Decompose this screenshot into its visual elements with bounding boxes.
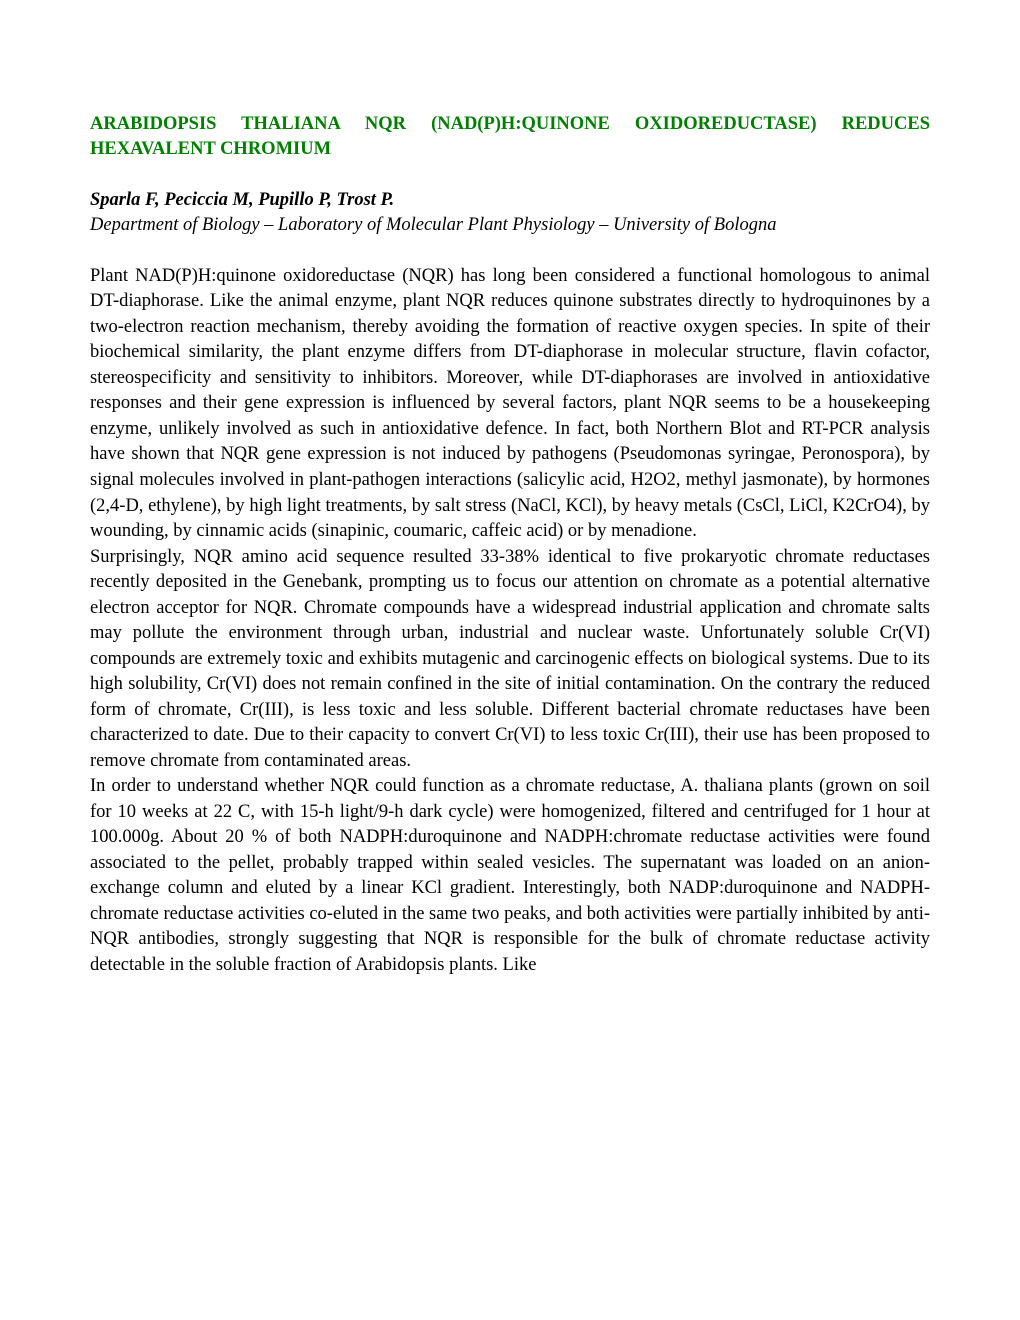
abstract-paragraph-1: Plant NAD(P)H:quinone oxidoreductase (NQ… [90,264,930,545]
paper-title: ARABIDOPSIS THALIANA NQR (NAD(P)H:QUINON… [90,112,930,162]
paper-authors: Sparla F, Peciccia M, Pupillo P, Trost P… [90,188,930,213]
paper-affiliation: Department of Biology – Laboratory of Mo… [90,213,930,238]
abstract-paragraph-2: Surprisingly, NQR amino acid sequence re… [90,545,930,775]
abstract-paragraph-3: In order to understand whether NQR could… [90,774,930,978]
